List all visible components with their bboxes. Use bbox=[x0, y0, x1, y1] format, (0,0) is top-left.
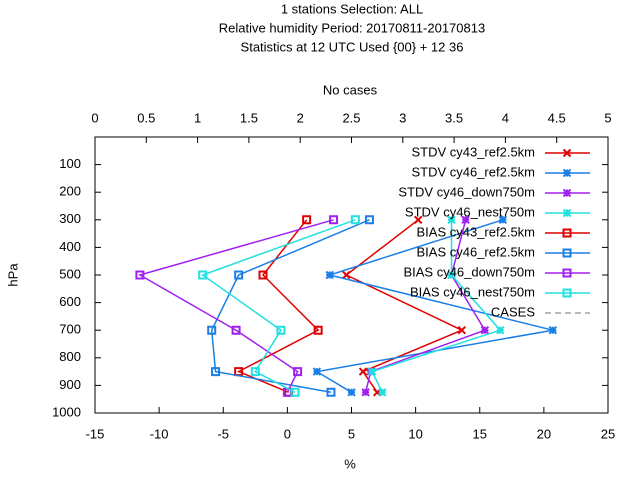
legend-label: CASES bbox=[491, 304, 535, 319]
chart-title: 1 stations Selection: ALL bbox=[281, 1, 423, 16]
data-point bbox=[480, 325, 490, 335]
data-point bbox=[358, 367, 368, 376]
x2-tick-label: 2.5 bbox=[342, 110, 360, 125]
series-line bbox=[137, 219, 334, 393]
data-point bbox=[562, 188, 572, 198]
x2-tick-label: 4.5 bbox=[548, 110, 566, 125]
x-tick-label: 10 bbox=[408, 426, 422, 441]
data-point bbox=[562, 148, 572, 158]
data-point bbox=[461, 215, 470, 225]
y-tick-label: 800 bbox=[59, 349, 81, 364]
y-tick-label: 200 bbox=[59, 184, 81, 199]
data-point bbox=[313, 325, 323, 335]
data-point bbox=[548, 325, 558, 335]
data-point bbox=[562, 228, 572, 238]
y-tick-label: 500 bbox=[59, 266, 81, 281]
x2-tick-label: 1.5 bbox=[240, 110, 258, 125]
legend-label: BIAS cy46_ref2.5km bbox=[417, 244, 536, 259]
x-tick-label: 0 bbox=[284, 426, 291, 441]
x-tick-label: -5 bbox=[217, 426, 229, 441]
y-tick-label: 100 bbox=[59, 156, 81, 171]
y-tick-label: 700 bbox=[59, 322, 81, 337]
data-point bbox=[361, 388, 370, 397]
x-tick-label: 5 bbox=[348, 426, 355, 441]
data-point bbox=[496, 325, 505, 335]
data-point bbox=[326, 387, 336, 397]
data-point bbox=[342, 270, 351, 280]
data-point bbox=[312, 367, 322, 376]
y-tick-label: 900 bbox=[59, 377, 81, 392]
data-point bbox=[293, 367, 303, 377]
data-point bbox=[498, 215, 508, 225]
data-point bbox=[329, 215, 339, 225]
data-point bbox=[325, 270, 334, 280]
data-point bbox=[302, 215, 312, 225]
x-axis-label: % bbox=[344, 456, 356, 471]
data-point bbox=[367, 367, 377, 376]
legend-label: STDV cy46_down750m bbox=[398, 184, 535, 199]
legend-label: STDV cy46_ref2.5km bbox=[411, 164, 535, 179]
data-point bbox=[562, 268, 572, 278]
data-point bbox=[562, 168, 572, 178]
series-line bbox=[210, 219, 370, 394]
data-point bbox=[447, 215, 456, 225]
legend-label: STDV cy43_ref2.5km bbox=[411, 144, 535, 159]
legend-label: STDV cy46_nest750m bbox=[405, 204, 535, 219]
chart-title: Statistics at 12 UTC Used {00} + 12 36 bbox=[241, 39, 464, 54]
x2-axis-label: No cases bbox=[323, 82, 378, 97]
y-tick-label: 1000 bbox=[52, 404, 81, 419]
data-point bbox=[562, 288, 572, 298]
data-point bbox=[347, 388, 356, 397]
legend-label: BIAS cy43_ref2.5km bbox=[417, 224, 536, 239]
x2-tick-label: 0 bbox=[91, 110, 98, 125]
x-tick-label: 15 bbox=[473, 426, 487, 441]
data-point bbox=[562, 208, 572, 218]
legend-label: BIAS cy46_down750m bbox=[403, 264, 535, 279]
data-point bbox=[234, 270, 244, 280]
data-point bbox=[457, 325, 467, 335]
data-point bbox=[378, 388, 387, 397]
data-point bbox=[447, 270, 456, 280]
x-tick-label: -10 bbox=[150, 426, 169, 441]
data-point bbox=[276, 325, 286, 335]
y-tick-label: 600 bbox=[59, 294, 81, 309]
series-line bbox=[201, 219, 356, 393]
data-point bbox=[234, 367, 244, 377]
x2-tick-label: 4 bbox=[502, 110, 509, 125]
data-point bbox=[562, 248, 572, 258]
x2-tick-label: 3 bbox=[399, 110, 406, 125]
chart-title: Relative humidity Period: 20170811-20170… bbox=[219, 20, 485, 35]
data-point bbox=[258, 270, 268, 280]
y-axis-label: hPa bbox=[5, 263, 20, 287]
data-point bbox=[135, 270, 145, 280]
data-point bbox=[413, 215, 423, 225]
x-tick-label: 20 bbox=[537, 426, 551, 441]
data-point bbox=[231, 325, 241, 335]
y-tick-label: 400 bbox=[59, 239, 81, 254]
data-point bbox=[290, 387, 300, 397]
x2-tick-label: 5 bbox=[604, 110, 611, 125]
x2-tick-label: 2 bbox=[297, 110, 304, 125]
data-point bbox=[250, 367, 260, 377]
data-point bbox=[364, 215, 374, 225]
legend-label: BIAS cy46_nest750m bbox=[410, 284, 535, 299]
data-point bbox=[207, 325, 217, 335]
data-point bbox=[198, 270, 208, 280]
x-tick-label: 25 bbox=[601, 426, 615, 441]
data-point bbox=[350, 215, 360, 225]
y-tick-label: 300 bbox=[59, 211, 81, 226]
x2-tick-label: 3.5 bbox=[445, 110, 463, 125]
data-point bbox=[211, 367, 221, 377]
x2-tick-label: 0.5 bbox=[137, 110, 155, 125]
x-tick-label: -15 bbox=[86, 426, 105, 441]
x2-tick-label: 1 bbox=[194, 110, 201, 125]
